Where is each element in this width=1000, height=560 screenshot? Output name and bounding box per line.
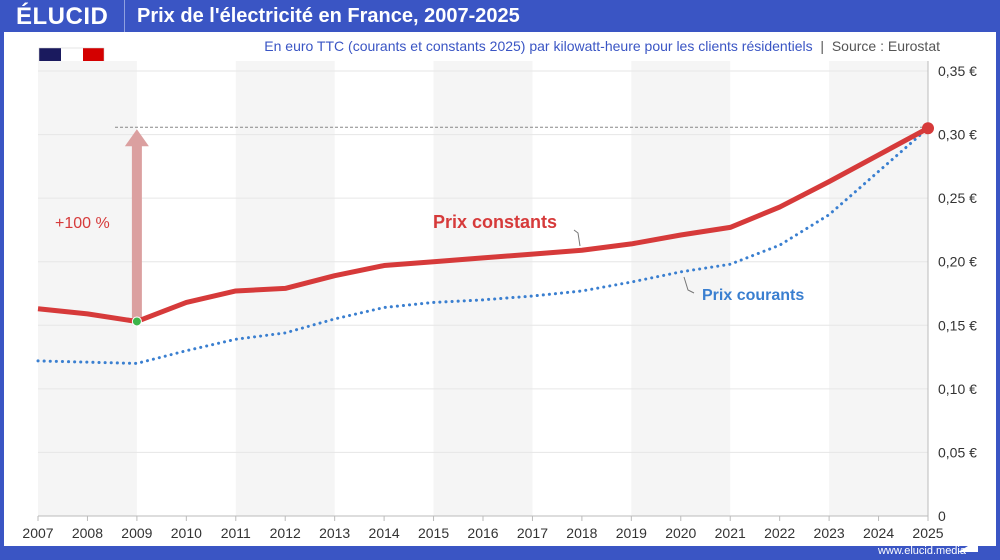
series-line-prix-courants (36, 126, 930, 365)
x-tick-label: 2012 (270, 525, 301, 541)
increase-arrow-shaft (131, 144, 142, 320)
label-leader-line (573, 229, 581, 247)
x-tick-label: 2010 (171, 525, 202, 541)
x-tick-label: 2020 (665, 525, 696, 541)
x-tick-label: 2017 (517, 525, 548, 541)
x-tick-label: 2022 (764, 525, 795, 541)
x-tick-label: 2014 (369, 525, 400, 541)
chart-subtitle: En euro TTC (courants et constants 2025)… (264, 38, 940, 54)
subtitle-text: En euro TTC (courants et constants 2025)… (264, 38, 813, 54)
background-band (433, 61, 533, 516)
label-leader-line (683, 276, 695, 294)
x-tick-label: 2013 (319, 525, 350, 541)
elucid-logo: ÉLUCID (16, 3, 109, 30)
y-tick-label: 0 (938, 508, 946, 524)
series-label-prix-constants: Prix constants (433, 212, 557, 232)
footer-logo-mark (958, 540, 978, 552)
x-tick-label: 2011 (221, 525, 251, 541)
y-tick-label: 0,20 € (938, 254, 977, 270)
series-line-prix-constants (37, 126, 930, 324)
x-tick-label: 2007 (22, 525, 53, 541)
series-label-prix-courants: Prix courants (702, 287, 804, 304)
end-point-marker (922, 122, 934, 135)
x-tick-label: 2008 (72, 525, 103, 541)
y-tick-label: 0,10 € (938, 381, 977, 397)
background-band (631, 61, 731, 516)
y-tick-label: 0,25 € (938, 190, 977, 206)
y-tick-label: 0,35 € (938, 63, 977, 79)
increase-arrow-head (124, 129, 149, 147)
x-tick-label: 2025 (912, 525, 943, 541)
x-tick-label: 2015 (418, 525, 449, 541)
y-tick-label: 0,30 € (938, 127, 977, 143)
y-tick-label: 0,15 € (938, 317, 977, 333)
header-divider (124, 0, 125, 32)
background-band (829, 61, 928, 516)
subtitle-separator: | (820, 38, 825, 54)
background-band (38, 61, 137, 516)
footer-url[interactable]: www.elucid.media (877, 545, 966, 557)
x-tick-label: 2023 (814, 525, 845, 541)
x-tick-label: 2021 (715, 525, 746, 541)
x-tick-label: 2009 (121, 525, 152, 541)
y-tick-label: 0,05 € (938, 444, 977, 460)
x-tick-label: 2018 (566, 525, 597, 541)
start-point-marker (131, 316, 142, 327)
source-text: Source : Eurostat (831, 38, 940, 54)
annotation-label: +100 % (55, 215, 110, 232)
x-tick-label: 2016 (467, 525, 498, 541)
x-tick-label: 2024 (863, 525, 894, 541)
chart-title: Prix de l'électricité en France, 2007-20… (137, 5, 520, 27)
x-tick-label: 2019 (616, 525, 647, 541)
